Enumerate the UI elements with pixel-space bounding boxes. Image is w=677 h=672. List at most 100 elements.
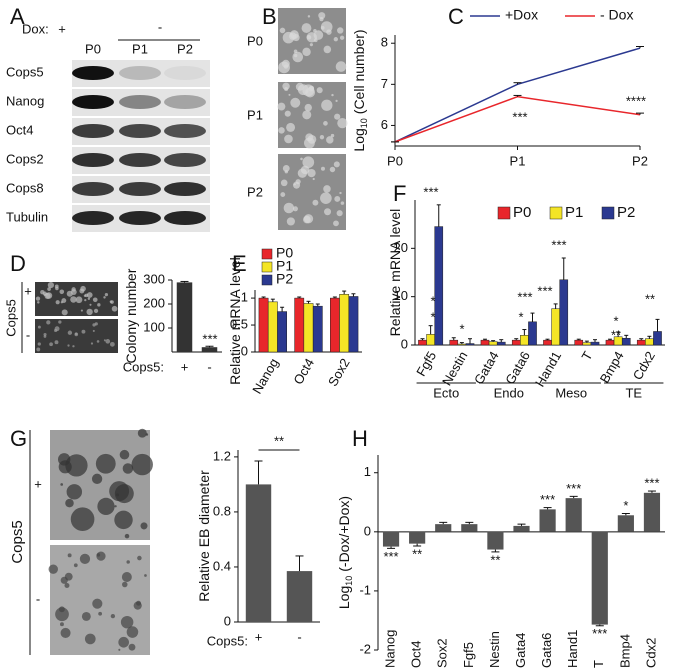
micrograph-cell bbox=[339, 35, 345, 40]
bar bbox=[245, 484, 272, 622]
micrograph-cell bbox=[74, 332, 79, 337]
bar bbox=[312, 305, 323, 353]
x-tick-label: Bmp4 bbox=[617, 634, 632, 668]
y-tick-label: 1.2 bbox=[213, 448, 231, 463]
bar bbox=[480, 339, 490, 346]
bar bbox=[636, 339, 646, 346]
micrograph-cell bbox=[292, 51, 304, 63]
lane-label: P1 bbox=[132, 41, 148, 56]
bar bbox=[591, 531, 608, 625]
micrograph-cell bbox=[304, 103, 312, 112]
micrograph-cell bbox=[318, 12, 326, 20]
micrograph-cell bbox=[79, 288, 85, 294]
micrograph-cell bbox=[91, 473, 103, 485]
x-tick-label: P1 bbox=[510, 153, 526, 168]
micrograph-cell bbox=[126, 560, 130, 564]
bar bbox=[496, 341, 506, 346]
micrograph-cell bbox=[126, 626, 139, 638]
micrograph-cell bbox=[103, 339, 106, 342]
panel-letter: C bbox=[448, 4, 464, 29]
micrograph-cell bbox=[321, 99, 333, 111]
micrograph-cell bbox=[109, 341, 115, 347]
micrograph-cell bbox=[131, 453, 153, 476]
micrograph bbox=[50, 430, 150, 540]
micrograph-cell bbox=[84, 298, 87, 302]
micrograph-cell bbox=[37, 301, 40, 304]
significance: * bbox=[613, 313, 618, 328]
y-axis-label-sub: 10 bbox=[359, 118, 369, 128]
bar bbox=[330, 297, 340, 353]
micrograph-cell bbox=[98, 611, 102, 616]
group-label: Ecto bbox=[433, 385, 459, 400]
micrograph-cell bbox=[306, 35, 312, 40]
micrograph-cell bbox=[295, 179, 301, 185]
image-label: P0 bbox=[247, 33, 263, 48]
x-tick-label: Sox2 bbox=[325, 356, 353, 389]
bar bbox=[286, 571, 313, 622]
micrograph-cell bbox=[55, 607, 69, 622]
micrograph-cell bbox=[288, 93, 291, 96]
group-label: Meso bbox=[555, 385, 587, 400]
micrograph-cell bbox=[283, 202, 295, 214]
micrograph-cell bbox=[137, 555, 142, 561]
micrograph-cell bbox=[92, 598, 103, 609]
x-tick-label: + bbox=[181, 359, 189, 374]
y-axis-label-rest: (Cell number) bbox=[351, 29, 367, 114]
significance: ** bbox=[611, 327, 621, 342]
significance: *** bbox=[644, 475, 659, 490]
bar bbox=[621, 337, 631, 346]
significance: ** bbox=[490, 552, 500, 567]
micrograph-cell bbox=[89, 303, 92, 306]
bar bbox=[551, 308, 560, 346]
bar bbox=[277, 311, 287, 353]
y-tick-label: 1 bbox=[364, 464, 371, 479]
significance: *** bbox=[512, 109, 527, 124]
x-tick-label: Oct4 bbox=[409, 641, 424, 668]
y-axis-label: Colony number bbox=[123, 268, 139, 363]
x-tick-label: Fgf5 bbox=[413, 349, 439, 379]
micrograph-cell bbox=[336, 210, 343, 217]
micrograph-cell bbox=[96, 553, 101, 557]
bar bbox=[487, 531, 504, 550]
micrograph-cell bbox=[59, 289, 65, 295]
micrograph-cell bbox=[280, 192, 286, 197]
blot-band bbox=[119, 153, 161, 167]
bar bbox=[176, 282, 193, 352]
dox-plus: + bbox=[58, 21, 66, 36]
micrograph-cell bbox=[58, 320, 62, 324]
bar bbox=[488, 341, 498, 346]
micrograph-cell bbox=[140, 522, 148, 530]
significance: ** bbox=[645, 291, 655, 306]
micrograph-cell bbox=[329, 166, 336, 173]
x-tick-label: P0 bbox=[387, 153, 403, 168]
micrograph-cell bbox=[70, 296, 77, 303]
bar bbox=[449, 339, 459, 346]
micrograph-cell bbox=[105, 339, 111, 344]
micrograph-cell bbox=[303, 137, 315, 149]
x-tick-label: Cdx2 bbox=[643, 638, 658, 668]
micrograph-cell bbox=[302, 110, 312, 120]
bar bbox=[303, 303, 314, 353]
x-tick-label: Hand1 bbox=[565, 630, 580, 668]
legend-swatch bbox=[497, 206, 511, 220]
y-axis-label-log: Log bbox=[336, 586, 352, 609]
micrograph-cell bbox=[333, 161, 340, 168]
x-tick-label: Fgf5 bbox=[461, 642, 476, 668]
blot-band bbox=[72, 95, 114, 109]
micrograph-cell bbox=[81, 329, 86, 334]
legend-swatch bbox=[261, 261, 273, 273]
x-tick-label: - bbox=[297, 629, 301, 644]
y-tick-label: -2 bbox=[359, 641, 371, 656]
micrograph-cell bbox=[289, 30, 299, 40]
significance: *** bbox=[383, 549, 398, 564]
blot-band bbox=[72, 211, 114, 225]
bar bbox=[201, 347, 218, 352]
micrograph-cell bbox=[339, 191, 342, 195]
micrograph-cell bbox=[84, 633, 96, 645]
panel-letter: A bbox=[10, 4, 25, 29]
panel-letter: F bbox=[393, 181, 406, 206]
bar bbox=[409, 531, 426, 544]
micrograph-cell bbox=[340, 201, 345, 205]
micrograph-cell bbox=[282, 164, 290, 172]
micrograph-cell bbox=[92, 297, 98, 303]
